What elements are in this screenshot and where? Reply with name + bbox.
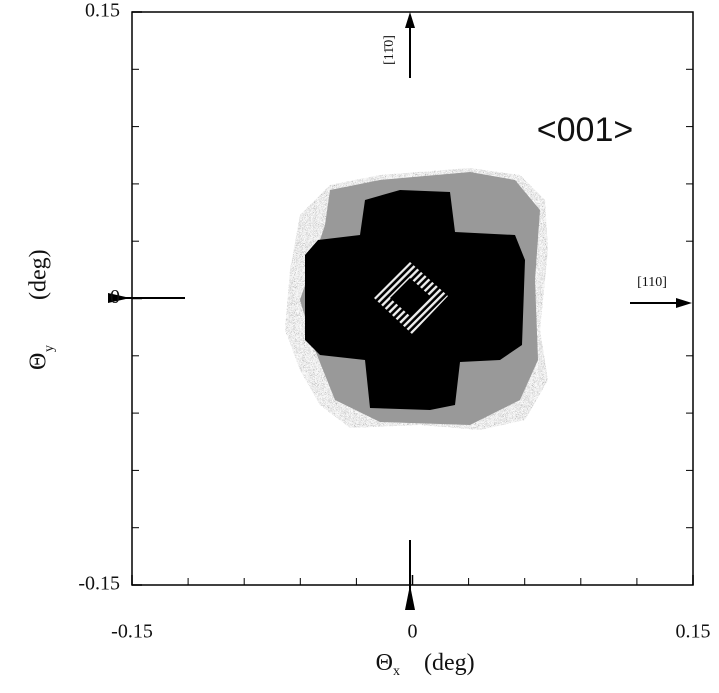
- x-tick-label: 0: [408, 621, 418, 643]
- direction-label: [110]: [637, 275, 667, 290]
- x-axis-unit: (deg): [424, 650, 475, 676]
- chart: <001> [110] [11̄0] Θx (deg) Θ y (deg) -0.…: [0, 0, 719, 693]
- y-axis-symbol: Θ: [26, 353, 52, 370]
- y-tick-label: -0.15: [78, 573, 120, 595]
- y-tick-label: 0: [110, 286, 120, 308]
- x-tick-label: -0.15: [111, 621, 153, 643]
- direction-label: [11̄0]: [382, 35, 397, 65]
- x-axis-symbol: Θ: [376, 650, 393, 676]
- y-axis-subscript: y: [42, 345, 57, 352]
- y-axis-unit: (deg): [26, 249, 52, 300]
- zone-label: <001>: [537, 111, 633, 149]
- x-axis-subscript: x: [393, 664, 400, 679]
- y-tick-label: 0.15: [85, 0, 120, 22]
- intensity-map: [285, 168, 548, 430]
- x-tick-label: 0.15: [676, 621, 711, 643]
- y-axis-label: Θ y (deg): [26, 249, 58, 370]
- x-axis-label: Θx (deg): [376, 650, 475, 680]
